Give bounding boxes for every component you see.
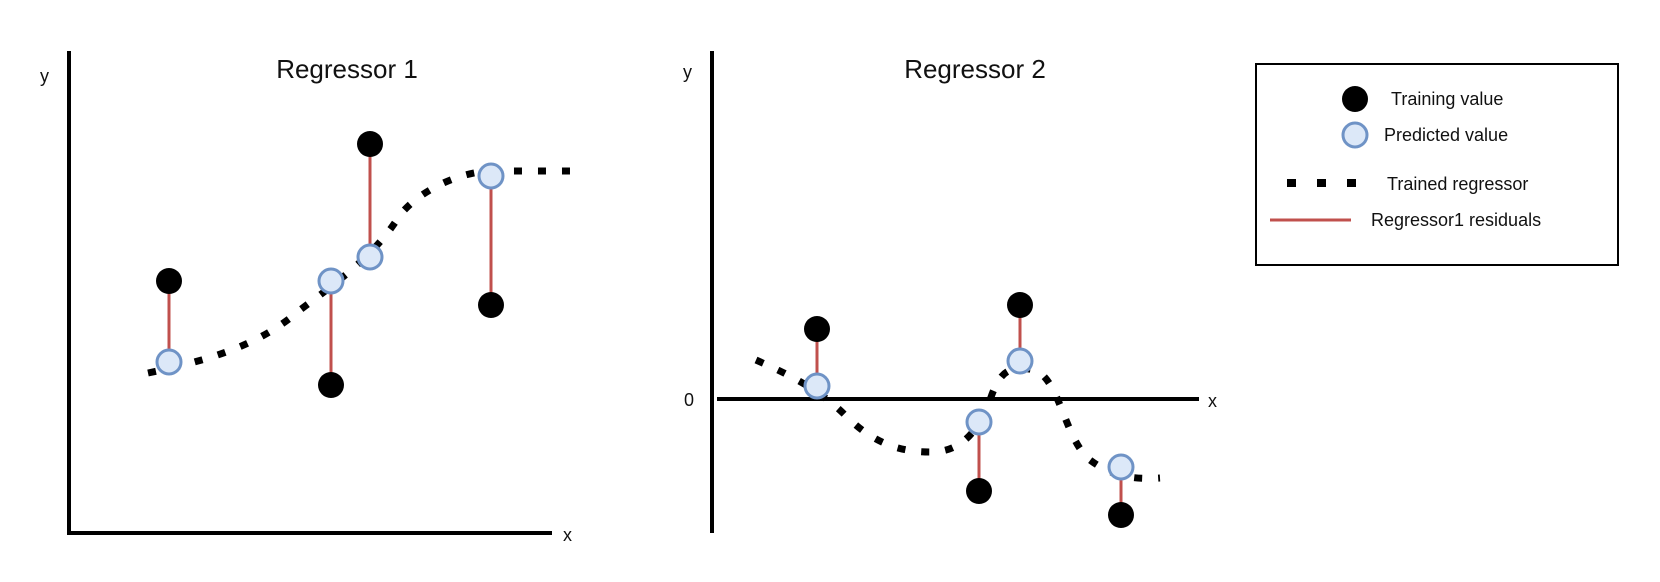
panel-2-training-point (804, 316, 830, 342)
panel-1-title: Regressor 1 (276, 54, 418, 84)
legend-box (1255, 63, 1619, 266)
panel-regressor-2: Regressor 2 y 0 x (683, 51, 1217, 533)
panel-2-training-point (1007, 292, 1033, 318)
panel-1-training-point (478, 292, 504, 318)
panel-1-y-label: y (40, 66, 49, 86)
legend: Training value Predicted value Trained r… (1255, 63, 1619, 266)
panel-2-y-label: y (683, 62, 692, 82)
panel-2-title: Regressor 2 (904, 54, 1046, 84)
legend-predicted-marker (1341, 121, 1369, 149)
panel-1-predicted-point (155, 348, 183, 376)
panel-1-training-point (318, 372, 344, 398)
panel-2-zero-label: 0 (684, 390, 694, 410)
panel-1-training-point (156, 268, 182, 294)
legend-regressor-label: Trained regressor (1387, 174, 1528, 194)
legend-predicted-label: Predicted value (1384, 125, 1508, 145)
panel-regressor-1: Regressor 1 y x (40, 51, 580, 545)
panel-2-predicted-point (965, 408, 993, 436)
legend-training-label: Training value (1391, 89, 1503, 109)
panel-1-training-point (357, 131, 383, 157)
panel-1-x-label: x (563, 525, 572, 545)
panel-2-training-point (966, 478, 992, 504)
panel-1-regressor-curve (147, 167, 580, 377)
legend-residual-label: Regressor1 residuals (1371, 210, 1541, 230)
panel-2-training-point (1108, 502, 1134, 528)
panel-2-predicted-point (1107, 453, 1135, 481)
panel-1-predicted-point (356, 243, 384, 271)
panel-2-predicted-point (803, 372, 831, 400)
panel-1-predicted-point (317, 267, 345, 295)
legend-training-marker (1342, 86, 1368, 112)
panel-2-x-label: x (1208, 391, 1217, 411)
panel-2-predicted-point (1006, 347, 1034, 375)
panel-1-predicted-point (477, 162, 505, 190)
